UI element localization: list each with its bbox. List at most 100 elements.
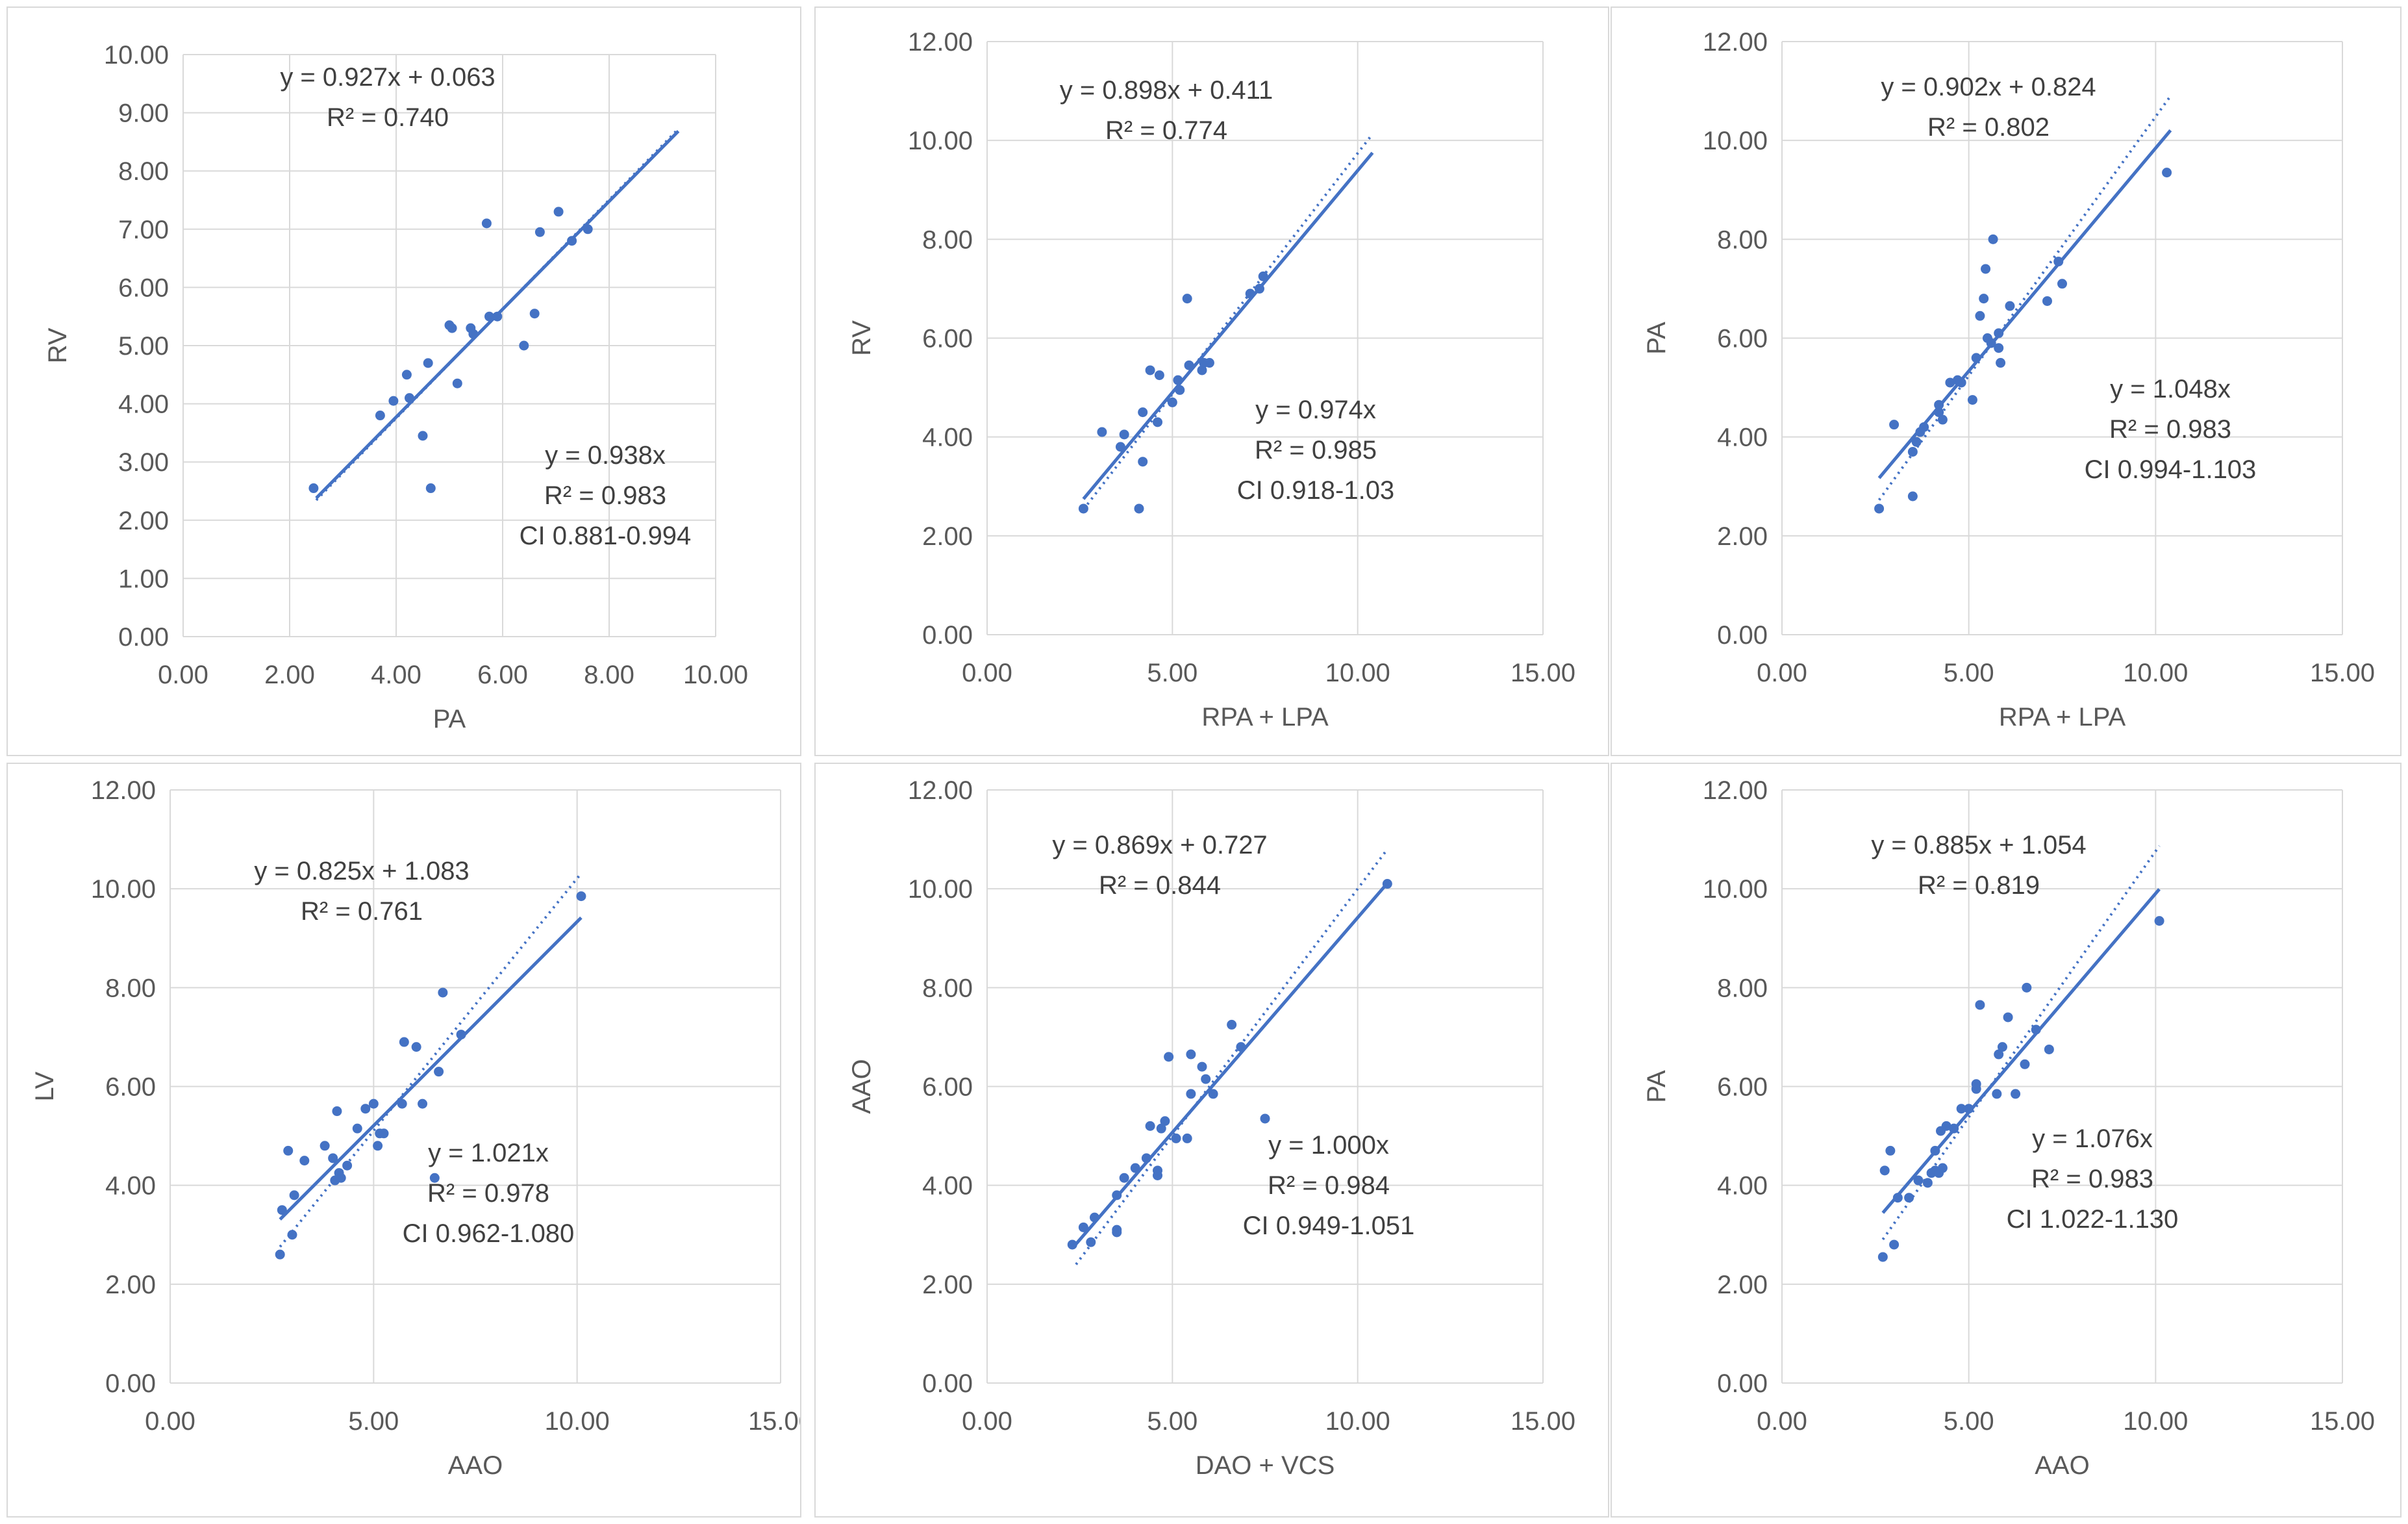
- x-tick-label: 0.00: [145, 1407, 195, 1436]
- data-point: [1934, 400, 1944, 410]
- data-point: [1956, 1104, 1966, 1114]
- data-point: [553, 207, 564, 217]
- data-point: [529, 309, 540, 319]
- origin-fit-line: [1075, 848, 1388, 1265]
- data-point: [1889, 1239, 1900, 1250]
- y-tick-label: 0.00: [118, 623, 169, 652]
- data-point: [360, 1104, 371, 1114]
- origin-equation-label: CI 1.022-1.130: [2007, 1205, 2179, 1234]
- data-point: [418, 1099, 428, 1109]
- scatter-panel-5: 0.00 2.00 4.00 6.00 8.00 10.00 12.00 0.00 5.00 10…: [814, 763, 1609, 1518]
- data-point: [1112, 1225, 1122, 1235]
- data-point: [418, 431, 428, 441]
- data-point: [1911, 437, 1922, 447]
- data-point: [2154, 916, 2164, 926]
- x-tick-label: 10.00: [2123, 659, 2188, 687]
- data-point: [1175, 385, 1185, 395]
- regression-equation-label: R² = 0.844: [1099, 871, 1221, 900]
- data-point: [1889, 420, 1900, 430]
- data-point: [1975, 1000, 1985, 1010]
- y-tick-label: 0.00: [1717, 1369, 1768, 1398]
- data-point: [1877, 1252, 1888, 1262]
- data-point: [1879, 1165, 1890, 1176]
- data-point: [1258, 271, 1268, 281]
- y-axis-title: RV: [847, 320, 876, 356]
- y-tick-label: 6.00: [118, 273, 169, 302]
- data-point: [1089, 1212, 1099, 1223]
- y-tick-label: 10.00: [104, 41, 169, 70]
- regression-line: [1075, 882, 1389, 1245]
- x-tick-label: 6.00: [477, 661, 528, 689]
- y-tick-label: 6.00: [922, 325, 973, 353]
- x-axis-title: PA: [433, 705, 466, 733]
- data-point: [1971, 353, 1981, 363]
- data-point: [1167, 397, 1177, 407]
- data-point: [1913, 1175, 1924, 1186]
- data-point: [468, 329, 479, 339]
- x-tick-label: 10.00: [683, 661, 748, 689]
- data-point: [373, 1141, 383, 1151]
- scatter-chart-6: 0.00 2.00 4.00 6.00 8.00 10.00 12.00 0.00 5.00 10…: [1642, 776, 2375, 1480]
- x-tick-label: 15.00: [748, 1407, 800, 1436]
- data-point: [1201, 1074, 1211, 1084]
- data-point: [1067, 1239, 1077, 1250]
- data-point: [429, 1173, 440, 1183]
- origin-equation-label: R² = 0.983: [2109, 415, 2231, 444]
- data-point: [368, 1099, 379, 1109]
- y-tick-label: 2.00: [118, 507, 169, 535]
- y-tick-label: 12.00: [1703, 28, 1768, 57]
- y-tick-label: 0.00: [922, 621, 973, 650]
- y-axis-title: LV: [31, 1071, 59, 1101]
- x-tick-label: 10.00: [1325, 1407, 1390, 1436]
- data-point: [1164, 1052, 1174, 1062]
- x-tick-label: 5.00: [1147, 1407, 1198, 1436]
- data-point: [1922, 1178, 1933, 1188]
- scatter-panel-4: 0.00 2.00 4.00 6.00 8.00 10.00 12.00 0.00 5.00 10…: [6, 763, 801, 1518]
- data-point: [289, 1190, 299, 1200]
- y-axis-title: AAO: [847, 1059, 876, 1113]
- data-point: [1996, 358, 2006, 368]
- data-point: [1145, 365, 1155, 375]
- x-tick-label: 5.00: [1147, 659, 1198, 687]
- data-point: [1153, 417, 1163, 427]
- data-point: [336, 1173, 346, 1183]
- regression-equation-label: R² = 0.740: [327, 103, 449, 132]
- y-tick-label: 1.00: [118, 565, 169, 593]
- data-point: [1919, 422, 1929, 432]
- y-tick-label: 12.00: [908, 776, 973, 805]
- x-tick-label: 10.00: [545, 1407, 610, 1436]
- x-tick-label: 5.00: [348, 1407, 399, 1436]
- y-tick-label: 6.00: [105, 1073, 156, 1102]
- scatter-chart-4: 0.00 2.00 4.00 6.00 8.00 10.00 12.00 0.00 5.00 10…: [31, 776, 800, 1480]
- regression-equation-label: R² = 0.802: [1927, 113, 2050, 142]
- data-point: [1130, 1163, 1140, 1173]
- data-point: [1086, 1237, 1096, 1247]
- data-point: [1874, 503, 1885, 514]
- data-point: [283, 1145, 294, 1156]
- y-tick-label: 12.00: [908, 28, 973, 57]
- y-tick-label: 10.00: [908, 127, 973, 155]
- data-point: [1171, 1133, 1181, 1143]
- y-tick-label: 3.00: [118, 448, 169, 477]
- data-point: [2011, 1089, 2021, 1099]
- y-tick-label: 4.00: [922, 1172, 973, 1200]
- scatter-panel-1: 0.00 1.00 2.00 3.00 4.00 5.00 6.00 7.00 8.00 9.00…: [6, 6, 801, 756]
- x-tick-label: 10.00: [2123, 1407, 2188, 1436]
- data-point: [1154, 370, 1164, 381]
- data-point: [1119, 429, 1129, 440]
- data-point: [1971, 1084, 1981, 1094]
- data-point: [1186, 1049, 1196, 1060]
- x-tick-label: 0.00: [1757, 659, 1807, 687]
- data-point: [1885, 1145, 1896, 1156]
- x-tick-label: 0.00: [962, 659, 1012, 687]
- regression-equation-label: y = 0.927x + 0.063: [280, 63, 495, 92]
- data-point: [1186, 1089, 1196, 1099]
- data-point: [481, 218, 492, 229]
- data-point: [1992, 1089, 2002, 1099]
- data-point: [1197, 365, 1207, 375]
- data-point: [1182, 1133, 1192, 1143]
- x-axis-title: AAO: [2035, 1451, 2089, 1480]
- data-point: [1994, 328, 2004, 338]
- x-tick-label: 15.00: [1511, 1407, 1575, 1436]
